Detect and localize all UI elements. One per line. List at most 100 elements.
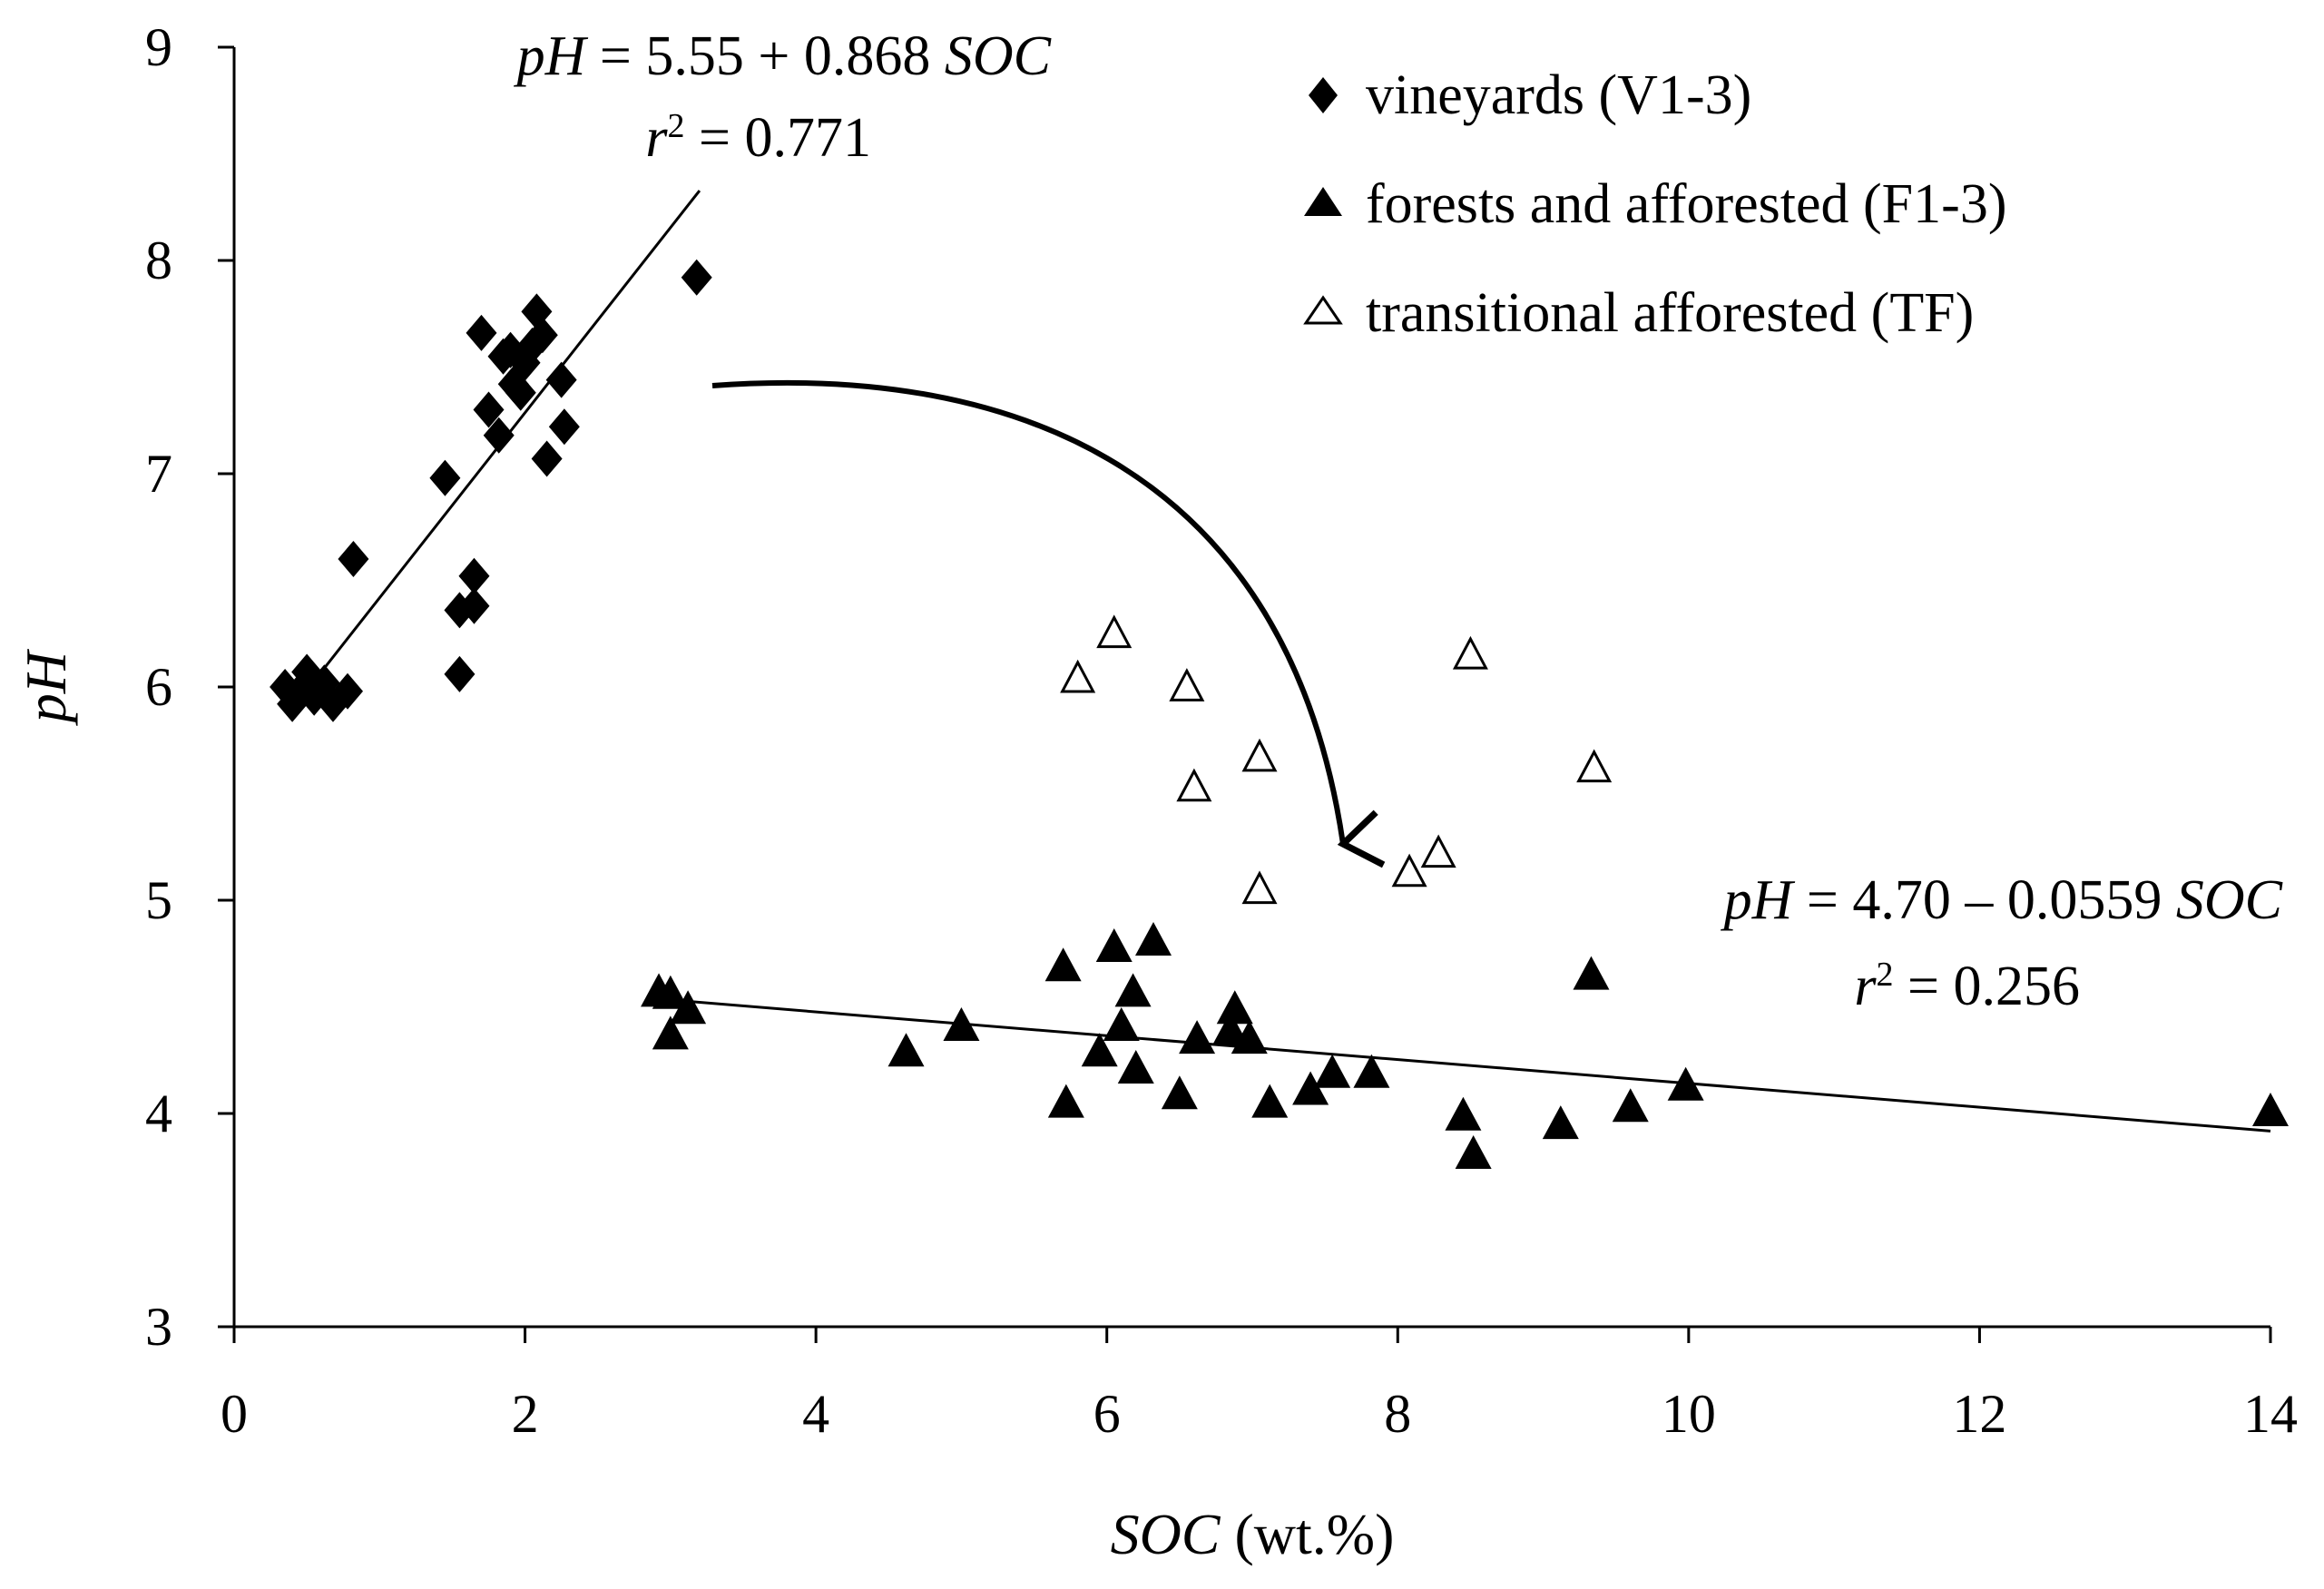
forest-point [1251, 1084, 1289, 1118]
transition-arrow [711, 379, 1386, 868]
eq2-lhs: pH [1721, 869, 1796, 931]
forest-point [1445, 1096, 1482, 1131]
forests-fit-line [684, 999, 2271, 1133]
transitional-point [1241, 870, 1278, 905]
x-tick-label: 4 [802, 1384, 829, 1444]
transitional-point [1169, 668, 1205, 701]
forest-point [670, 990, 707, 1025]
forest-point [1292, 1071, 1329, 1105]
eq2-r2-symbol: r [1854, 956, 1877, 1017]
vineyard-point [466, 314, 497, 351]
vineyard-point [458, 557, 490, 594]
vineyards-equation-line: pH = 5.55 + 0.868 SOC [514, 25, 1052, 87]
forest-point [1314, 1054, 1351, 1088]
vineyard-point [429, 459, 461, 496]
transitional-point [1176, 768, 1212, 802]
transitional-point [1060, 659, 1096, 693]
forest-point [1211, 1011, 1249, 1045]
forests-r2: r2 = 0.256 [1854, 956, 2080, 1017]
legend-filled-triangle-marker [1304, 187, 1342, 216]
forest-point [1095, 928, 1133, 963]
eq1-rhs: = 5.55 + 0.868 [585, 25, 944, 87]
axes [232, 47, 2270, 1329]
x-axis-var: SOC [1111, 1502, 1221, 1566]
vineyard-point [332, 672, 364, 710]
x-axis-title: SOC (wt.%) [1111, 1502, 1395, 1566]
y-tick-label: 4 [145, 1084, 172, 1143]
x-tick-label: 12 [1952, 1384, 2006, 1444]
forest-point [1216, 990, 1253, 1025]
forest-point [1231, 1020, 1268, 1054]
eq1-r2-symbol: r [645, 107, 668, 169]
eq2-r2-value: = 0.256 [1894, 956, 2080, 1017]
y-tick-label: 5 [145, 870, 172, 930]
legend-item-vineyards: vineyards (V1-3) [1309, 64, 1751, 126]
vineyard-point [531, 440, 563, 477]
forest-point [1573, 956, 1610, 990]
y-tick-label: 9 [145, 17, 172, 77]
vineyard-point [473, 391, 505, 428]
forests-equation-line: pH = 4.70 – 0.0559 SOC [1721, 869, 2283, 931]
y-tick-label: 6 [145, 657, 172, 717]
series-diamond-filled [270, 259, 712, 722]
x-axis-unit: (wt.%) [1220, 1502, 1394, 1566]
transitional-point [1420, 834, 1456, 868]
y-tick-label: 7 [145, 444, 172, 504]
legend-label-transitional: transitional afforested (TF) [1366, 282, 1974, 344]
forest-point [1455, 1135, 1492, 1169]
x-ticks: 0 2 4 6 8 10 12 14 [221, 1327, 2298, 1444]
vineyard-point [505, 374, 536, 411]
x-tick-label: 6 [1093, 1384, 1121, 1444]
forest-point [1542, 1105, 1579, 1140]
series-triangle-open [1060, 614, 1613, 905]
transitional-point [1241, 738, 1278, 772]
forest-point [1667, 1066, 1704, 1101]
eq1-lhs: pH [514, 25, 589, 87]
vineyard-point [338, 541, 369, 577]
forest-point [1047, 1084, 1084, 1118]
legend: vineyards (V1-3) forests and afforested … [1303, 64, 2006, 344]
forest-point [1179, 1020, 1216, 1054]
x-tick-label: 2 [512, 1384, 539, 1444]
forest-point [1353, 1054, 1390, 1088]
forest-point [887, 1033, 925, 1067]
legend-label-forests: forests and afforested (F1-3) [1366, 173, 2006, 235]
transitional-point [1576, 749, 1613, 783]
vineyard-point [483, 417, 515, 454]
vineyard-point [681, 259, 712, 296]
eq1-r2-sup: 2 [668, 107, 685, 145]
eq2-rhs: = 4.70 – 0.0559 [1792, 869, 2175, 931]
forest-point [652, 975, 689, 1009]
eq1-r2-value: = 0.771 [685, 107, 871, 169]
vineyard-point [458, 587, 490, 624]
x-tick-label: 10 [1662, 1384, 1716, 1444]
legend-item-transitional: transitional afforested (TF) [1303, 282, 1974, 344]
forest-point [652, 1015, 689, 1050]
vineyards-equation: pH = 5.55 + 0.868 SOC r2 = 0.771 [514, 25, 1052, 169]
series-triangle-filled [641, 922, 2289, 1169]
legend-label-vineyards: vineyards (V1-3) [1366, 64, 1751, 126]
forest-point [1612, 1088, 1649, 1123]
transitional-point [1096, 614, 1133, 649]
legend-open-triangle-marker [1303, 295, 1343, 325]
vineyard-point [526, 317, 558, 354]
forest-point [943, 1007, 980, 1041]
y-axis-title: pH [14, 648, 78, 726]
x-tick-label: 8 [1384, 1384, 1411, 1444]
forest-point [1044, 947, 1082, 982]
legend-diamond-marker [1309, 77, 1338, 113]
forest-point [2252, 1093, 2289, 1126]
eq1-var: SOC [945, 25, 1052, 87]
forests-equation: pH = 4.70 – 0.0559 SOC r2 = 0.256 [1721, 869, 2283, 1017]
vineyard-point [548, 408, 580, 446]
vineyards-r2: r2 = 0.771 [645, 107, 871, 169]
forest-point [1117, 1050, 1154, 1084]
forest-point [1114, 973, 1152, 1007]
forest-point [1135, 922, 1172, 956]
x-tick-label: 0 [221, 1384, 248, 1444]
y-tick-label: 3 [145, 1297, 172, 1357]
eq2-r2-sup: 2 [1877, 956, 1894, 994]
data-points [270, 259, 2289, 1169]
eq2-var: SOC [2176, 869, 2283, 931]
